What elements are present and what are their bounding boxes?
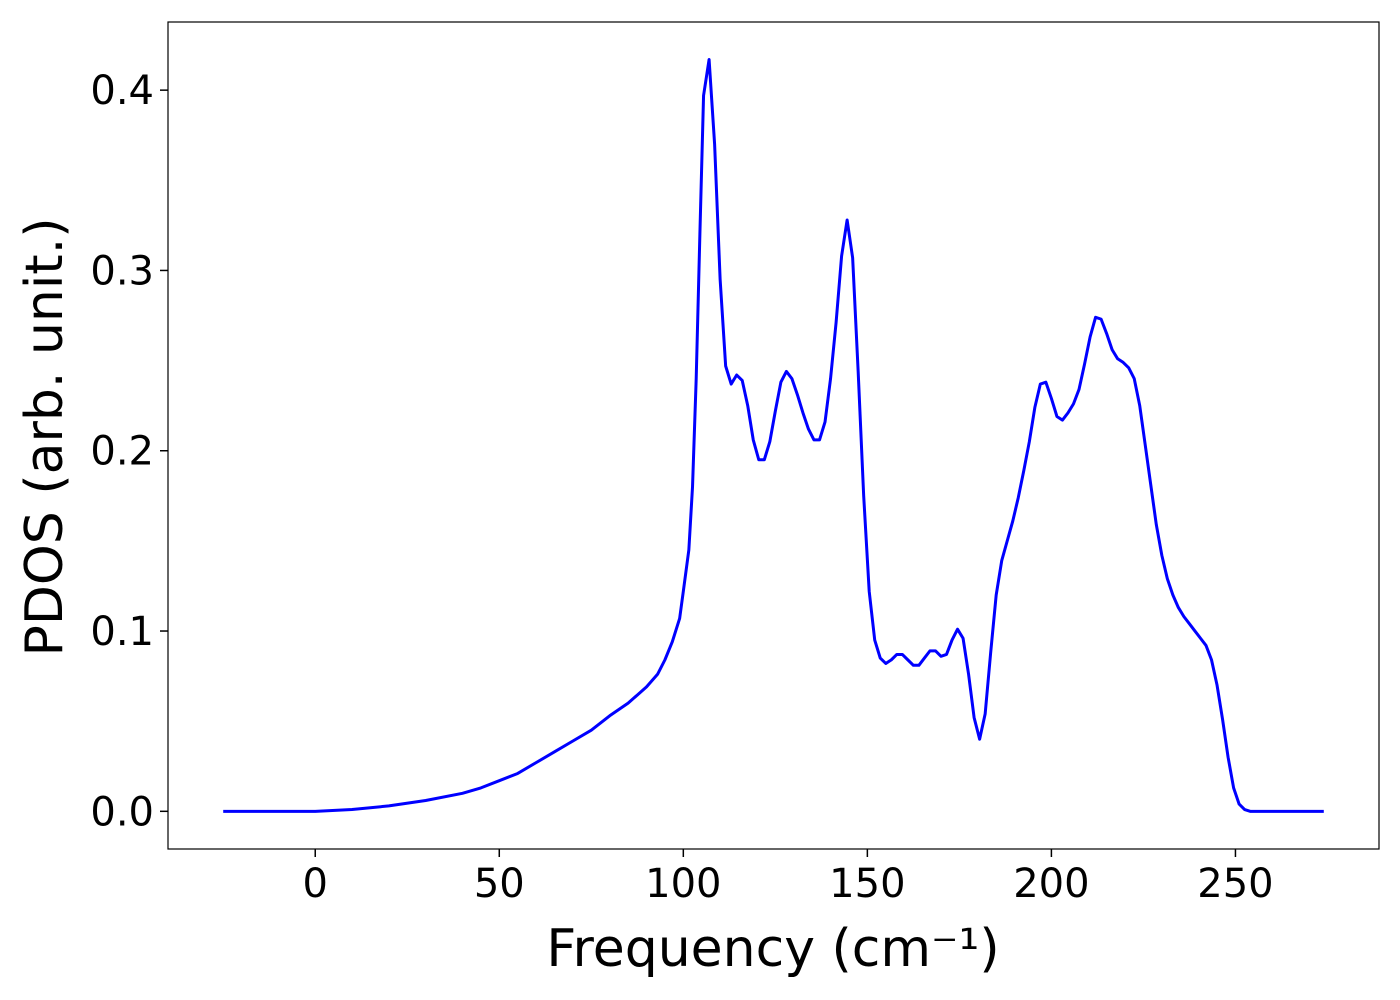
x-tick-label: 50	[474, 861, 525, 907]
y-tick-label: 0.4	[90, 68, 154, 114]
x-tick-label: 150	[829, 861, 905, 907]
x-tick-label: 0	[303, 861, 328, 907]
y-tick-label: 0.0	[90, 789, 154, 835]
y-tick-label: 0.3	[90, 248, 154, 294]
y-tick-label: 0.2	[90, 429, 154, 475]
x-axis-label: Frequency (cm⁻¹)	[546, 919, 999, 979]
x-tick-label: 200	[1013, 861, 1089, 907]
plot-frame	[167, 21, 1380, 850]
y-axis-label: PDOS (arb. unit.)	[15, 217, 75, 656]
y-tick-label: 0.1	[90, 609, 154, 655]
x-tick-label: 250	[1197, 861, 1273, 907]
x-tick-label: 100	[645, 861, 721, 907]
data-line	[223, 58, 1324, 813]
